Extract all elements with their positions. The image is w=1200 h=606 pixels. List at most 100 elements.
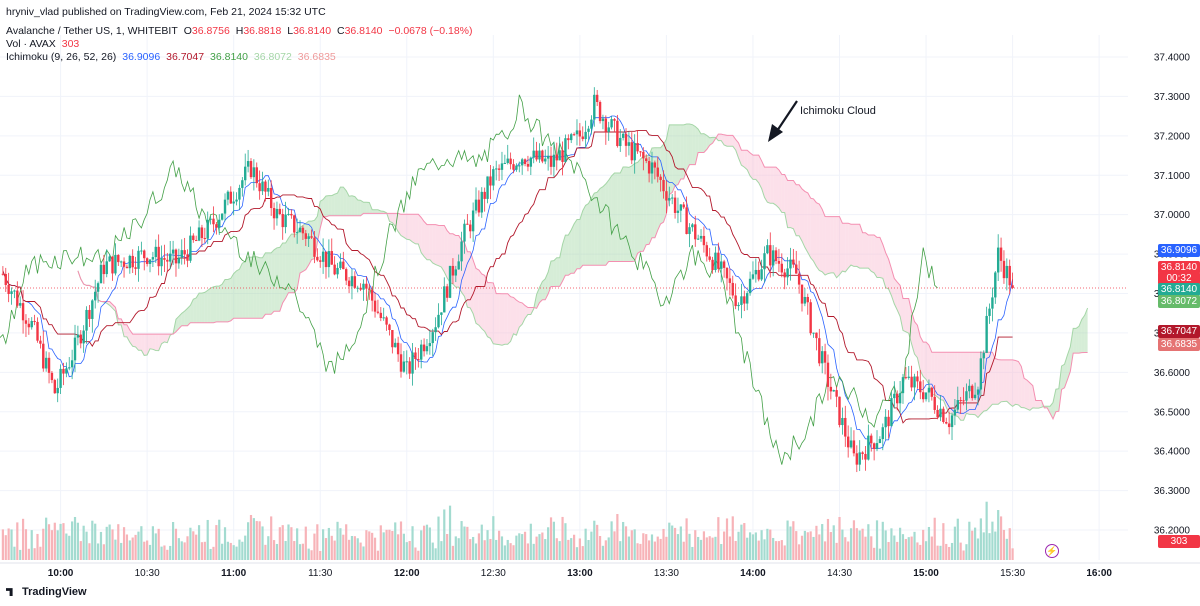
volume-bar (169, 545, 172, 560)
volume-bar (760, 530, 763, 560)
x-tick-label: 12:00 (394, 568, 420, 579)
candle-body (70, 360, 74, 368)
cloud-segment (401, 214, 404, 238)
cloud-segment (478, 270, 482, 329)
tradingview-logo: TradingView (6, 586, 87, 598)
candle-body (777, 260, 781, 264)
candle-body (290, 213, 293, 216)
candle-body (215, 224, 218, 228)
volume-bar (581, 546, 584, 560)
candle-body (293, 215, 296, 233)
volume-bar (748, 532, 752, 560)
candle-body (607, 127, 610, 132)
cloud-segment (865, 232, 869, 269)
volume-bar (720, 544, 723, 560)
volume-bar (177, 538, 180, 560)
candle-body (800, 284, 804, 304)
volume-bar (965, 544, 968, 560)
volume-bar (688, 533, 691, 560)
volume-bar (697, 536, 700, 560)
volume-bar (59, 523, 62, 560)
volume-bar (1008, 528, 1011, 560)
candle-body (832, 390, 835, 392)
volume-bar (890, 528, 893, 560)
x-tick-label: 13:00 (567, 568, 593, 579)
candle-body (858, 452, 861, 465)
volume-bar (930, 536, 933, 560)
candle-body (82, 330, 85, 344)
volume-bar (656, 536, 659, 560)
cloud-segment (747, 150, 751, 176)
cloud-segment (1061, 364, 1065, 390)
candle-body (284, 214, 287, 228)
x-tick-label: 15:30 (1000, 568, 1025, 579)
candle-body (593, 94, 596, 120)
cloud-segment (415, 214, 419, 245)
candle-body (809, 302, 812, 334)
candle-body (379, 312, 383, 319)
volume-bar (125, 534, 129, 560)
volume-bar (215, 525, 218, 560)
volume-bar (128, 540, 131, 560)
volume-bar (772, 537, 775, 560)
y-tick-label: 36.2000 (1154, 526, 1191, 537)
candle-body (702, 235, 706, 246)
candle-body (812, 332, 815, 334)
volume-bar (881, 521, 884, 560)
candle-body (549, 155, 553, 167)
volume-bar (624, 526, 628, 560)
volume-bar (636, 543, 639, 560)
lightning-icon[interactable]: ⚡ (1045, 544, 1059, 558)
volume-bar (515, 535, 518, 560)
cloud-segment (470, 251, 474, 314)
volume-bar (950, 542, 954, 560)
volume-bar (342, 534, 345, 560)
candle-body (927, 387, 931, 393)
candle-body (803, 296, 807, 304)
candle-body (567, 138, 570, 141)
cloud-segment (868, 235, 872, 272)
volume-bar (639, 543, 642, 560)
candle-body (601, 118, 605, 122)
candle-body (209, 218, 212, 220)
candle-body (350, 276, 354, 287)
volume-bar (939, 545, 942, 560)
volume-bar (645, 534, 648, 560)
volume-bar (708, 536, 711, 560)
volume-bar (189, 527, 192, 560)
cloud-segment (118, 318, 122, 325)
cloud-segment (418, 214, 422, 253)
cloud-segment (770, 167, 774, 204)
candle-body (953, 409, 957, 416)
volume-bar (832, 525, 835, 560)
candle-body (682, 204, 685, 208)
volume-bar (547, 527, 550, 560)
candle-body (636, 143, 639, 152)
volume-bar (151, 526, 155, 560)
candle-body (754, 269, 758, 275)
candle-body (1011, 285, 1014, 288)
price-label-base: 36.7047 (1158, 325, 1200, 338)
candle-body (520, 159, 524, 166)
candle-body (330, 251, 333, 265)
candle-body (624, 133, 628, 146)
cloud-segment (178, 313, 182, 329)
volume-bar (120, 542, 123, 560)
candle-body (731, 282, 734, 296)
cloud-segment (135, 334, 139, 351)
candle-body (269, 187, 273, 209)
volume-bar (523, 531, 527, 560)
volume-bar (841, 529, 844, 560)
volume-bar (304, 526, 307, 560)
cloud-segment (703, 133, 707, 153)
candle-body (708, 256, 711, 260)
volume-bar (21, 518, 25, 560)
candle-body (200, 227, 204, 238)
cloud-segment (842, 223, 846, 272)
cloud-segment (885, 252, 889, 290)
publisher-line: hryniv_vlad published on TradingView.com… (6, 6, 329, 18)
volume-bar (226, 541, 230, 560)
volume-bar (411, 526, 414, 560)
cloud-segment (836, 216, 840, 278)
